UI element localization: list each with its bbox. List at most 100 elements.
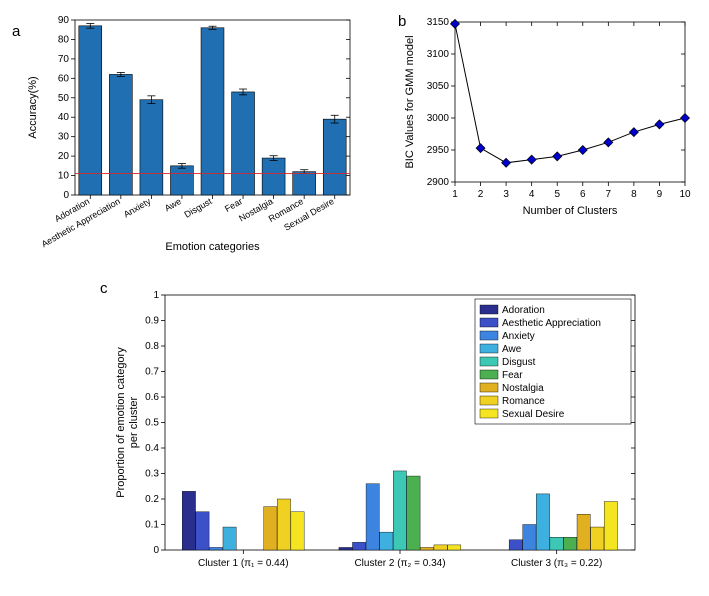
svg-text:90: 90 [58, 15, 70, 26]
panel-c-chart: 00.10.20.30.40.50.60.70.80.91Proportion … [110, 285, 670, 595]
legend-label: Romance [502, 396, 545, 407]
svg-text:Anxiety: Anxiety [122, 196, 153, 220]
bar [262, 158, 285, 195]
bar [140, 100, 163, 195]
svg-text:per cluster: per cluster [128, 396, 140, 448]
bar [591, 527, 604, 550]
legend-swatch [480, 357, 498, 366]
bar [339, 547, 352, 550]
svg-text:50: 50 [58, 93, 70, 104]
panel-b-chart: 29002950300030503100315012345678910BIC V… [395, 10, 705, 230]
svg-text:7: 7 [606, 189, 612, 200]
legend-label: Awe [502, 344, 522, 355]
legend-label: Aesthetic Appreciation [502, 318, 601, 329]
legend-label: Anxiety [502, 331, 535, 342]
bar [536, 494, 549, 550]
svg-text:3150: 3150 [427, 17, 450, 28]
svg-text:5: 5 [554, 189, 560, 200]
svg-text:Proportion of emotion category: Proportion of emotion category [115, 347, 127, 498]
cluster-label: Cluster 2 (π₂ = 0.34) [354, 558, 445, 569]
svg-text:40: 40 [58, 112, 70, 123]
legend-swatch [480, 396, 498, 405]
svg-text:10: 10 [58, 171, 70, 182]
bar [196, 512, 209, 550]
svg-text:0.3: 0.3 [145, 469, 159, 480]
svg-text:0.1: 0.1 [145, 520, 159, 531]
marker-diamond [476, 144, 485, 153]
bar [201, 28, 224, 195]
marker-diamond [681, 114, 690, 123]
bar [420, 547, 433, 550]
marker-diamond [604, 138, 613, 147]
bar [182, 491, 195, 550]
bar [509, 540, 522, 550]
svg-text:0.6: 0.6 [145, 392, 159, 403]
svg-text:60: 60 [58, 73, 70, 84]
bar [170, 166, 193, 195]
marker-diamond [578, 146, 587, 155]
bar [604, 502, 617, 550]
legend-swatch [480, 409, 498, 418]
legend-label: Disgust [502, 357, 536, 368]
svg-text:Accuracy(%): Accuracy(%) [27, 76, 39, 138]
svg-text:6: 6 [580, 189, 586, 200]
svg-text:0.2: 0.2 [145, 494, 159, 505]
svg-text:2: 2 [478, 189, 484, 200]
svg-text:Disgust: Disgust [183, 196, 214, 220]
bar [550, 537, 563, 550]
svg-text:10: 10 [679, 189, 691, 200]
bar [577, 514, 590, 550]
svg-text:0: 0 [153, 545, 159, 556]
svg-text:Awe: Awe [163, 196, 183, 213]
legend-swatch [480, 370, 498, 379]
bar [563, 537, 576, 550]
panel-a-chart: 0102030405060708090Accuracy(%)AdorationA… [20, 10, 370, 270]
svg-text:3050: 3050 [427, 81, 450, 92]
bar [323, 119, 346, 195]
legend-swatch [480, 318, 498, 327]
bar [264, 507, 277, 550]
legend-swatch [480, 305, 498, 314]
legend-label: Fear [502, 370, 523, 381]
bar [209, 547, 222, 550]
svg-text:20: 20 [58, 151, 70, 162]
svg-text:0: 0 [63, 190, 69, 201]
bar [434, 545, 447, 550]
svg-text:1: 1 [452, 189, 458, 200]
panel-c-label: c [100, 280, 108, 297]
svg-text:2900: 2900 [427, 177, 450, 188]
svg-text:4: 4 [529, 189, 535, 200]
svg-text:1: 1 [153, 290, 159, 301]
svg-text:Fear: Fear [223, 196, 244, 214]
bar [448, 545, 461, 550]
marker-diamond [553, 152, 562, 161]
bar [232, 92, 255, 195]
legend-swatch [480, 331, 498, 340]
bar [277, 499, 290, 550]
marker-diamond [655, 120, 664, 129]
bar [291, 512, 304, 550]
bar [223, 527, 236, 550]
bar [109, 74, 132, 195]
marker-diamond [451, 19, 460, 28]
bar [380, 532, 393, 550]
svg-text:8: 8 [631, 189, 637, 200]
bar [523, 525, 536, 551]
bar [366, 484, 379, 550]
svg-text:9: 9 [657, 189, 663, 200]
svg-text:BIC Values for GMM model: BIC Values for GMM model [404, 35, 416, 168]
bar [393, 471, 406, 550]
svg-text:0.5: 0.5 [145, 418, 159, 429]
legend-swatch [480, 344, 498, 353]
bar [352, 542, 365, 550]
svg-text:3000: 3000 [427, 113, 450, 124]
svg-text:80: 80 [58, 34, 70, 45]
svg-text:2950: 2950 [427, 145, 450, 156]
svg-text:3: 3 [503, 189, 509, 200]
legend-swatch [480, 383, 498, 392]
svg-text:Number of Clusters: Number of Clusters [523, 205, 618, 217]
marker-diamond [502, 158, 511, 167]
bar [407, 476, 420, 550]
legend-label: Nostalgia [502, 383, 544, 394]
svg-text:Emotion categories: Emotion categories [165, 241, 260, 253]
